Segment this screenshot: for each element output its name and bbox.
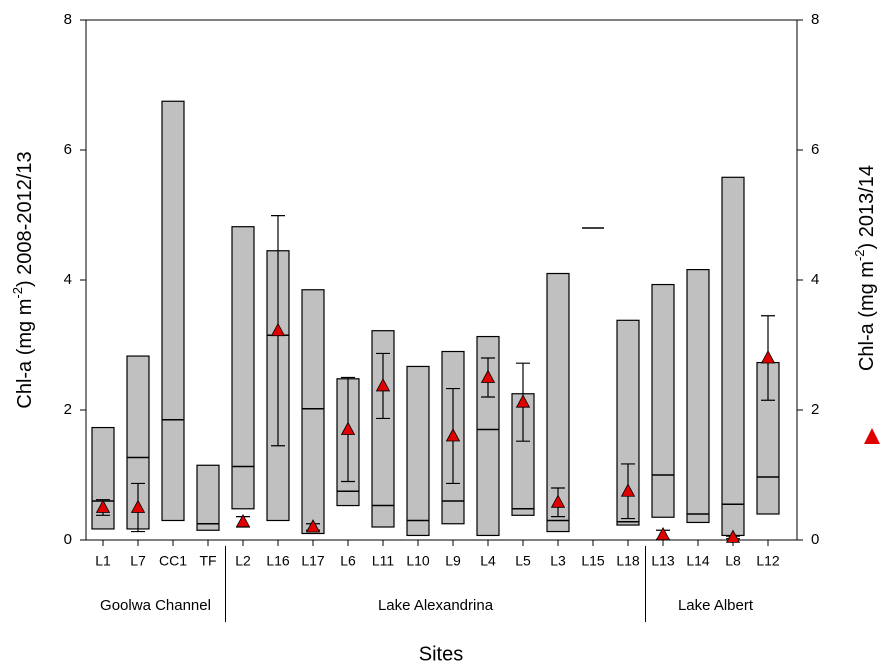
x-tick-label: TF [199, 553, 216, 569]
triangle-marker [655, 526, 671, 541]
range-bar [196, 464, 220, 531]
x-tick-label: L17 [301, 553, 325, 569]
legend-marker [864, 428, 880, 444]
range-bar [721, 176, 745, 537]
range-bar [406, 365, 430, 537]
range-bar [476, 335, 500, 537]
x-tick-label: L13 [651, 553, 675, 569]
triangle-marker [515, 394, 531, 408]
x-tick-label: L15 [581, 553, 605, 569]
x-tick-label: CC1 [159, 553, 187, 569]
triangle-marker [445, 428, 461, 442]
range-bar [546, 272, 570, 533]
y-axis-title: Chl-a (mg m-2) 2008-2012/13 [10, 151, 36, 408]
y2-tick-label: 0 [811, 531, 819, 548]
x-tick-label: L1 [95, 553, 111, 569]
triangle-marker [305, 519, 321, 533]
y-tick-label: 8 [64, 11, 72, 28]
x-tick-label: L3 [550, 553, 566, 569]
x-axis-title: Sites [419, 643, 463, 665]
y-tick-label: 6 [64, 141, 72, 158]
y-tick-label: 2 [64, 401, 72, 418]
y2-label-part: ) 2013/14 [856, 165, 878, 250]
triangle-marker [235, 513, 251, 528]
range-bar [301, 289, 325, 535]
y2-tick-label: 8 [811, 11, 819, 28]
y2-tick-label: 4 [811, 271, 819, 288]
triangle-marker [480, 369, 496, 383]
y2-tick-label: 2 [811, 401, 819, 418]
x-tick-label: L9 [445, 553, 461, 569]
x-tick-label: L7 [130, 553, 146, 569]
y2-tick-label: 6 [811, 141, 819, 158]
x-tick-label: L14 [686, 553, 710, 569]
triangle-marker [340, 421, 356, 435]
x-tick-label: L5 [515, 553, 531, 569]
triangle-marker [725, 529, 741, 543]
x-tick-label: L4 [480, 553, 496, 569]
triangle-marker [760, 350, 776, 364]
triangle-marker [270, 322, 286, 337]
y-label-part: ) 2008-2012/13 [14, 151, 36, 287]
x-tick-label: L16 [266, 553, 290, 569]
group-label: Lake Alexandrina [378, 597, 494, 614]
triangle-marker [550, 494, 566, 508]
triangle-marker [130, 499, 146, 513]
x-tick-label: L6 [340, 553, 356, 569]
x-tick-label: L18 [616, 553, 640, 569]
y2-label-sup: -2 [852, 249, 867, 261]
group-label: Lake Albert [678, 597, 754, 614]
range-bar [231, 226, 255, 510]
range-bar [161, 100, 185, 522]
group-label: Goolwa Channel [100, 597, 211, 614]
y2-label-part: Chl-a (mg m [856, 261, 878, 371]
y2-axis-title: Chl-a (mg m-2) 2013/14 [852, 165, 878, 371]
y-label-part: Chl-a (mg m [14, 299, 36, 409]
range-bar [686, 269, 710, 524]
x-tick-label: L11 [372, 553, 395, 569]
x-tick-label: L10 [406, 553, 430, 569]
range-bar [91, 426, 115, 530]
x-tick-label: L2 [235, 553, 251, 569]
range-bar [651, 283, 675, 518]
y-label-sup: -2 [10, 287, 25, 299]
x-tick-label: L12 [756, 553, 780, 569]
triangle-marker [95, 499, 111, 513]
y-tick-label: 0 [64, 531, 72, 548]
triangle-marker [375, 378, 391, 392]
range-bar [371, 330, 395, 528]
y-tick-label: 4 [64, 271, 72, 288]
range-bar [616, 319, 640, 526]
x-tick-label: L8 [725, 553, 741, 569]
triangle-marker [620, 483, 636, 497]
